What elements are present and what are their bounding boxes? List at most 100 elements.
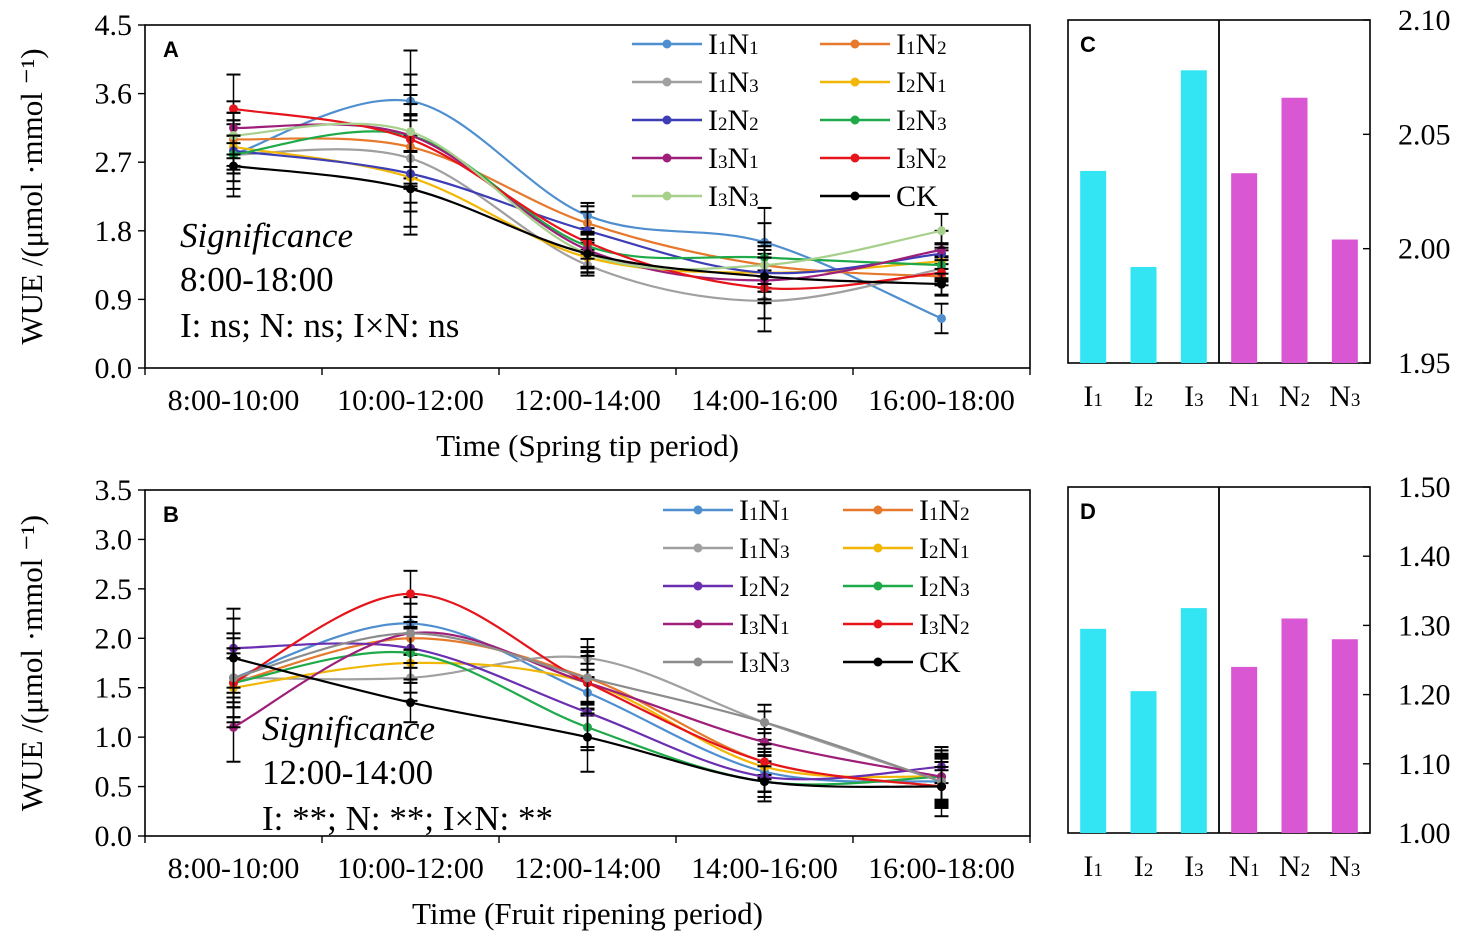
legend-label-subscript: 3 bbox=[780, 542, 790, 563]
legend-label-subscript: 2 bbox=[906, 76, 916, 97]
y-tick-label: 1.40 bbox=[1398, 540, 1451, 573]
x-tick-label-subscript: 1 bbox=[1250, 390, 1260, 411]
legend-label: I3N3 bbox=[708, 180, 759, 213]
legend-label-part: I bbox=[708, 142, 718, 175]
legend-label-part: I bbox=[919, 570, 929, 603]
legend-label-subscript: 1 bbox=[937, 76, 947, 97]
series-ck bbox=[226, 617, 949, 804]
data-point bbox=[229, 653, 238, 663]
x-tick-label: I2 bbox=[1134, 380, 1154, 413]
legend-label-part: N bbox=[939, 494, 961, 527]
legend-label-subscript: 1 bbox=[780, 504, 790, 525]
x-tick-label: N2 bbox=[1279, 380, 1310, 413]
legend-label-subscript: 3 bbox=[718, 152, 728, 173]
y-tick-label: 2.05 bbox=[1398, 118, 1451, 151]
data-point bbox=[406, 698, 415, 708]
data-point bbox=[760, 757, 769, 767]
x-tick-label: 8:00-10:00 bbox=[168, 852, 300, 885]
data-point bbox=[583, 673, 592, 683]
legend-label-subscript: 2 bbox=[937, 152, 947, 173]
significance-title: Significance bbox=[262, 709, 435, 748]
legend-swatch-marker bbox=[873, 505, 883, 515]
x-axis-label: Time (Spring tip period) bbox=[436, 428, 739, 463]
legend-label-subscript: 2 bbox=[929, 580, 939, 601]
significance-result: I: **; N: **; I×N: ** bbox=[262, 799, 553, 838]
legend-label: I1N1 bbox=[739, 494, 790, 527]
bar-i3 bbox=[1180, 70, 1207, 363]
legend-entry-i2n2: I2N2 bbox=[632, 104, 759, 137]
legend-label-part: N bbox=[916, 28, 938, 61]
legend-swatch-marker bbox=[662, 153, 672, 163]
bar-i3 bbox=[1180, 608, 1207, 833]
legend-label-part: I bbox=[896, 28, 906, 61]
y-tick-label: 1.8 bbox=[95, 215, 133, 248]
y-tick-label: 1.50 bbox=[1398, 471, 1451, 504]
legend-label: I3N3 bbox=[739, 646, 790, 679]
bar-i2 bbox=[1130, 266, 1157, 363]
legend-label-subscript: 1 bbox=[718, 76, 728, 97]
x-tick-label-subscript: 3 bbox=[1194, 860, 1204, 881]
data-point bbox=[583, 732, 592, 742]
x-tick-label-subscript: 3 bbox=[1351, 860, 1361, 881]
legend-label-part: N bbox=[916, 66, 938, 99]
y-tick-label: 0.5 bbox=[95, 771, 133, 804]
panel-letter-b: B bbox=[163, 502, 179, 527]
legend-swatch-marker bbox=[662, 115, 672, 125]
legend-swatch-marker bbox=[873, 581, 883, 591]
legend-label-subscript: 2 bbox=[749, 114, 759, 135]
legend-entry-i1n2: I1N2 bbox=[820, 28, 947, 61]
bar-n1 bbox=[1231, 666, 1258, 833]
legend-label-subscript: 3 bbox=[937, 114, 947, 135]
x-tick-label: I3 bbox=[1184, 850, 1204, 883]
legend-swatch-marker bbox=[850, 191, 860, 201]
y-tick-label: 3.0 bbox=[95, 523, 133, 556]
legend-label-part: I bbox=[919, 532, 929, 565]
legend-label-part: I bbox=[739, 532, 749, 565]
legend-label: CK bbox=[896, 180, 938, 213]
legend-entry-i3n1: I3N1 bbox=[663, 608, 790, 641]
legend-entry-i1n3: I1N3 bbox=[632, 66, 759, 99]
x-tick-label: I3 bbox=[1184, 380, 1204, 413]
panel-letter-c: C bbox=[1080, 32, 1096, 57]
bar-n3 bbox=[1331, 639, 1358, 833]
x-tick-label: 16:00-18:00 bbox=[868, 852, 1015, 885]
legend-label-subscript: 1 bbox=[749, 152, 759, 173]
legend-label-subscript: 1 bbox=[780, 618, 790, 639]
legend-label-subscript: 2 bbox=[929, 542, 939, 563]
legend-label-subscript: 1 bbox=[929, 504, 939, 525]
y-tick-label: 0.0 bbox=[95, 352, 133, 385]
y-tick-label: 2.0 bbox=[95, 622, 133, 655]
plot-frame bbox=[144, 24, 1031, 369]
data-point bbox=[406, 628, 415, 638]
data-point bbox=[760, 717, 769, 727]
legend-label: CK bbox=[919, 646, 961, 679]
series-i3n3 bbox=[226, 602, 949, 809]
legend-label-part: N bbox=[728, 180, 750, 213]
legend-swatch-marker bbox=[850, 115, 860, 125]
data-point bbox=[937, 782, 946, 792]
legend-label-part: I bbox=[919, 608, 929, 641]
legend-swatch-marker bbox=[693, 505, 703, 515]
legend-swatch-marker bbox=[693, 657, 703, 667]
legend-label-part: I bbox=[708, 66, 718, 99]
y-tick-label: 1.30 bbox=[1398, 609, 1451, 642]
legend-entry-i2n3: I2N3 bbox=[820, 104, 947, 137]
y-tick-label: 1.20 bbox=[1398, 679, 1451, 712]
y-tick-label: 2.00 bbox=[1398, 233, 1451, 266]
y-tick-label: 3.6 bbox=[95, 78, 133, 111]
x-tick-label-part: I bbox=[1083, 380, 1093, 413]
legend-label-part: I bbox=[919, 494, 929, 527]
x-tick-label-subscript: 2 bbox=[1301, 860, 1311, 881]
x-tick-label-subscript: 2 bbox=[1301, 390, 1311, 411]
bar-n2 bbox=[1281, 97, 1308, 363]
legend-label-subscript: 1 bbox=[749, 542, 759, 563]
legend-label: I3N2 bbox=[919, 608, 970, 641]
legend-label-part: I bbox=[739, 608, 749, 641]
x-tick-label-part: I bbox=[1184, 850, 1194, 883]
x-tick-label-part: N bbox=[1279, 850, 1301, 883]
legend-entry-i3n2: I3N2 bbox=[843, 608, 970, 641]
x-tick-label: I1 bbox=[1083, 380, 1103, 413]
legend-label-subscript: 3 bbox=[780, 656, 790, 677]
legend-label-part: N bbox=[916, 142, 938, 175]
legend-label-subscript: 1 bbox=[718, 38, 728, 59]
